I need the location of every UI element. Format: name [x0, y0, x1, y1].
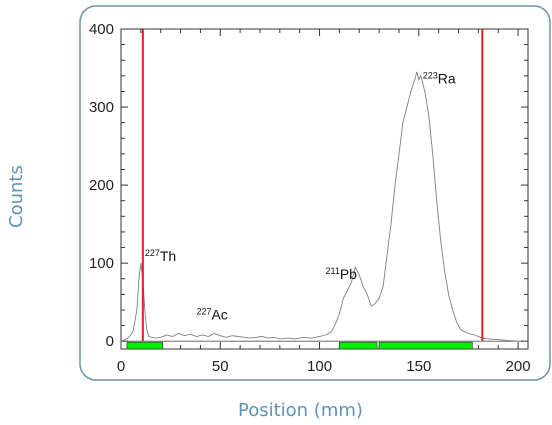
annotation-symbol: Th — [160, 248, 176, 264]
peak-annotation: 227Ac — [196, 306, 227, 322]
y-tick-label: 100 — [89, 255, 114, 272]
roi-band — [378, 341, 473, 350]
y-tick-label: 400 — [89, 21, 114, 38]
y-tick-label: 300 — [89, 99, 114, 116]
x-axis-title: Position (mm) — [238, 400, 363, 421]
x-tick-label: 150 — [406, 358, 431, 375]
annotation-mass: 227 — [196, 306, 211, 316]
x-tick-label: 0 — [117, 358, 125, 375]
chart-frame — [79, 5, 551, 381]
annotation-symbol: Ac — [211, 306, 227, 322]
annotation-mass: 223 — [423, 71, 438, 81]
y-tick-label: 200 — [89, 177, 114, 194]
roi-band — [126, 341, 163, 350]
annotation-mass: 227 — [145, 248, 160, 258]
peak-annotation: 223Ra — [423, 71, 456, 87]
peak-annotation: 211Pb — [325, 266, 357, 282]
plot-border — [120, 28, 529, 350]
annotation-symbol: Ra — [438, 71, 456, 87]
y-tick-label: 0 — [106, 333, 114, 350]
x-tick-label: 100 — [307, 358, 332, 375]
peak-annotation: 227Th — [145, 248, 176, 264]
x-tick-label: 200 — [506, 358, 531, 375]
plot-area: 0 50 100 150 2000100200300400227Th227Ac211Pb… — [89, 21, 531, 375]
roi-band — [339, 341, 378, 350]
annotation-symbol: Pb — [340, 266, 357, 282]
series-line — [120, 71, 519, 342]
y-axis-title: Counts — [6, 165, 27, 228]
annotation-mass: 211 — [325, 266, 339, 276]
x-tick-label: 50 — [212, 358, 229, 375]
